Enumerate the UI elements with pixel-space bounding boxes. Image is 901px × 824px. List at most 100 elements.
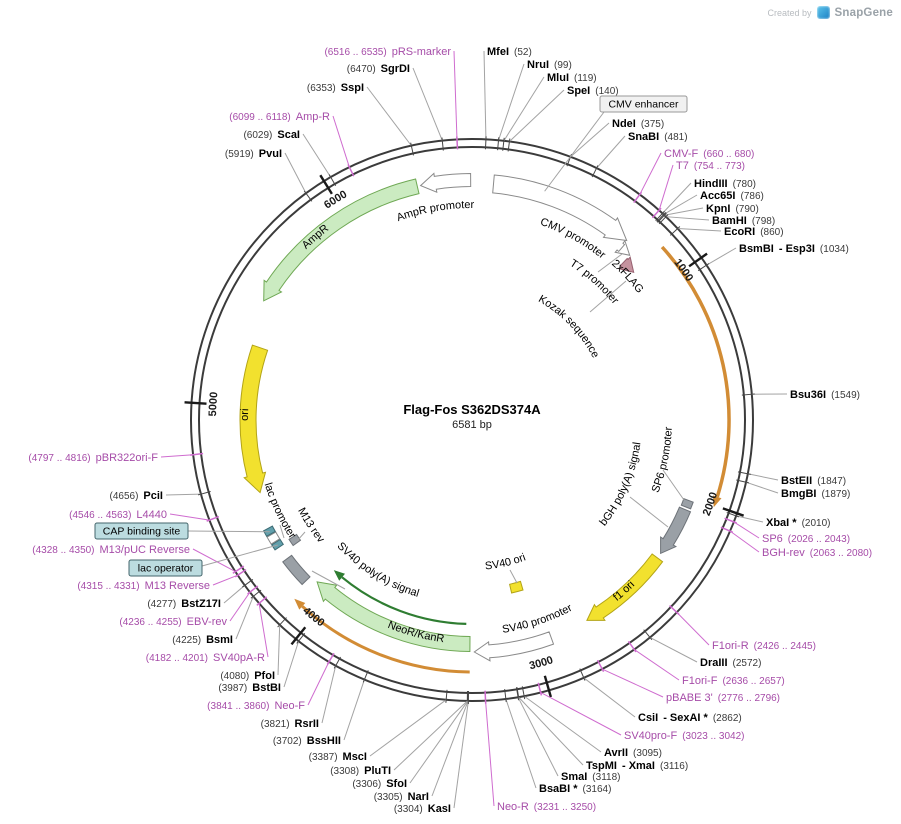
site-label-m13-reverse[interactable]: (4315 .. 4331) M13 Reverse xyxy=(77,580,210,592)
site-label-f1ori-f[interactable]: F1ori-F (2636 .. 2657) xyxy=(682,675,785,687)
site-label-l4440[interactable]: (4546 .. 4563) L4440 xyxy=(69,509,167,521)
site-label-kasi[interactable]: (3304) KasI xyxy=(394,803,451,815)
feature-t7-promoter[interactable] xyxy=(614,239,631,256)
site-label-rsrii[interactable]: (3821) RsrII xyxy=(261,718,319,730)
site-label-sspi[interactable]: (6353) SspI xyxy=(307,82,364,94)
site-label-pbr322ori-f[interactable]: (4797 .. 4816) pBR322ori-F xyxy=(28,452,158,464)
site-label-sv40pro-f[interactable]: SV40pro-F (3023 .. 3042) xyxy=(624,730,744,742)
site-label-m13puc-reverse[interactable]: (4328 .. 4350) M13/pUC Reverse xyxy=(32,544,190,556)
site-label-bamhi[interactable]: BamHI (798) xyxy=(712,215,775,227)
site-label-acc65i[interactable]: Acc65I (786) xyxy=(700,190,764,202)
site-leader-line xyxy=(677,228,722,232)
cut-site-tick xyxy=(277,617,287,628)
cut-site-tick xyxy=(410,142,414,156)
site-label-amp-r[interactable]: (6099 .. 6118) Amp-R xyxy=(229,111,330,123)
site-label-bsmbi[interactable]: BsmBI - Esp3I (1034) xyxy=(739,243,849,255)
site-label-snabi[interactable]: SnaBI (481) xyxy=(628,131,688,143)
feature-sv40-polya-signal[interactable] xyxy=(282,554,311,586)
feature-label-sv40-poly-a-signal[interactable]: SV40 poly(A) signal xyxy=(335,540,421,600)
site-label-xbai[interactable]: XbaI * (2010) xyxy=(766,517,830,529)
feature-ampr-promoter[interactable] xyxy=(419,172,472,194)
site-label-pcii[interactable]: (4656) PciI xyxy=(110,490,163,502)
feature-label-bgh-poly-a-signal[interactable]: bGH poly(A) signal xyxy=(597,441,643,528)
primer-tick xyxy=(326,652,335,665)
site-label-bstz17i[interactable]: (4277) BstZ17I xyxy=(147,598,221,610)
cut-site-tick xyxy=(515,687,520,701)
feature-fos-orf[interactable] xyxy=(660,245,731,498)
site-label-pfoi[interactable]: (4080) PfoI xyxy=(220,670,275,682)
site-label-nrui[interactable]: NruI (99) xyxy=(527,59,572,71)
feature-ampr[interactable] xyxy=(263,178,420,302)
site-leader-line xyxy=(192,548,236,573)
feature-2xflag[interactable] xyxy=(618,256,635,273)
site-label-scai[interactable]: (6029) ScaI xyxy=(243,129,300,141)
site-label-pluti[interactable]: (3308) PluTI xyxy=(330,765,391,777)
site-leader-line xyxy=(596,135,626,169)
site-label-spei[interactable]: SpeI (140) xyxy=(567,85,619,97)
feature-cap-binding-site[interactable] xyxy=(262,525,276,537)
site-label-mlui[interactable]: MluI (119) xyxy=(547,72,597,84)
boxed-label-cap-binding-site[interactable]: CAP binding site xyxy=(103,526,181,538)
cut-site-tick xyxy=(484,136,487,150)
snapgene-watermark: Created by SnapGene xyxy=(767,6,893,19)
site-leader-line xyxy=(729,530,760,553)
site-label-hindiii[interactable]: HindIII (780) xyxy=(694,178,756,190)
site-label-sv40pa-r[interactable]: (4182 .. 4201) SV40pA-R xyxy=(146,652,265,664)
feature-neor-kanr[interactable] xyxy=(316,581,471,653)
site-label-smai[interactable]: SmaI (3118) xyxy=(561,771,620,783)
feature-label-kozak-sequence[interactable]: Kozak sequence xyxy=(536,293,601,360)
site-label-cmv-f[interactable]: CMV-F (660 .. 680) xyxy=(664,148,754,160)
site-label-prs-marker[interactable]: (6516 .. 6535) pRS-marker xyxy=(324,46,451,58)
site-label-csii[interactable]: CsiI - SexAI * (2862) xyxy=(638,712,742,724)
feature-label-sv40-ori[interactable]: SV40 ori xyxy=(484,551,527,572)
site-label-msci[interactable]: (3387) MscI xyxy=(309,751,367,763)
site-label-avrii[interactable]: AvrII (3095) xyxy=(604,747,662,759)
site-label-neo-r[interactable]: Neo-R (3231 .. 3250) xyxy=(497,801,596,813)
feature-sv40-promoter[interactable] xyxy=(473,631,555,662)
feature-fos-orf-arrowhead xyxy=(713,495,722,508)
site-label-ecori[interactable]: EcoRI (860) xyxy=(724,226,784,238)
site-label-neo-f[interactable]: (3841 .. 3860) Neo-F xyxy=(207,700,305,712)
site-label-bstbi[interactable]: (3987) BstBI xyxy=(218,682,281,694)
snapgene-logo-icon xyxy=(816,6,830,19)
feature-neor-orf[interactable] xyxy=(341,576,467,625)
site-label-ebv-rev[interactable]: (4236 .. 4255) EBV-rev xyxy=(119,616,227,628)
cut-site-tick xyxy=(579,668,586,681)
site-label-sfoi[interactable]: (3306) SfoI xyxy=(352,778,407,790)
boxed-label-cmv-enhancer[interactable]: CMV enhancer xyxy=(608,99,679,111)
feature-sv40-ori[interactable] xyxy=(509,580,524,594)
site-label-bgh-rev[interactable]: BGH-rev (2063 .. 2080) xyxy=(762,547,872,559)
feature-ori[interactable] xyxy=(239,344,269,494)
feature-label-sv40-promoter[interactable]: SV40 promoter xyxy=(501,602,574,636)
site-leader-line xyxy=(223,584,246,604)
site-label-bsabi[interactable]: BsaBI * (3164) xyxy=(539,783,611,795)
site-label-bsshii[interactable]: (3702) BssHII xyxy=(273,735,341,747)
site-label-bsmi[interactable]: (4225) BsmI xyxy=(172,634,233,646)
feature-bgh-polya-signal[interactable] xyxy=(660,506,692,555)
site-label-nari[interactable]: (3305) NarI xyxy=(374,791,429,803)
site-label-draiii[interactable]: DraIII (2572) xyxy=(700,657,761,669)
feature-m13-rev-site[interactable] xyxy=(288,533,302,547)
site-label-bsteii[interactable]: BstEII (1847) xyxy=(781,475,846,487)
feature-label-ampr-promoter[interactable]: AmpR promoter xyxy=(395,199,474,224)
site-label-bmgbi[interactable]: BmgBI (1879) xyxy=(781,488,850,500)
site-label-t7[interactable]: T7 (754 .. 773) xyxy=(676,160,745,172)
site-label-mfei[interactable]: MfeI (52) xyxy=(487,46,532,58)
site-label-pbabe3[interactable]: pBABE 3' (2776 .. 2796) xyxy=(666,692,780,704)
feature-lac-promoter[interactable] xyxy=(266,531,281,545)
feature-cmv-promoter[interactable] xyxy=(492,174,628,242)
site-label-sgrdi[interactable]: (6470) SgrDI xyxy=(347,63,410,75)
site-label-bsu36i[interactable]: Bsu36I (1549) xyxy=(790,389,860,401)
site-label-tspmi[interactable]: TspMI - XmaI (3116) xyxy=(586,760,688,772)
site-label-kpni[interactable]: KpnI (790) xyxy=(706,203,759,215)
feature-label-sp6-promoter[interactable]: SP6 promoter xyxy=(650,426,675,494)
site-label-sp6[interactable]: SP6 (2026 .. 2043) xyxy=(762,533,850,545)
feature-neor-orf-outer[interactable] xyxy=(301,605,470,674)
feature-sp6-promoter[interactable] xyxy=(680,498,694,510)
site-label-ndei[interactable]: NdeI (375) xyxy=(612,118,664,130)
feature-f1-ori[interactable] xyxy=(586,553,664,621)
site-label-f1ori-r[interactable]: F1ori-R (2426 .. 2445) xyxy=(712,640,816,652)
boxed-label-lac-operator[interactable]: lac operator xyxy=(138,563,194,575)
feature-label-ori[interactable]: ori xyxy=(239,408,251,421)
site-label-pvui[interactable]: (5919) PvuI xyxy=(225,148,282,160)
